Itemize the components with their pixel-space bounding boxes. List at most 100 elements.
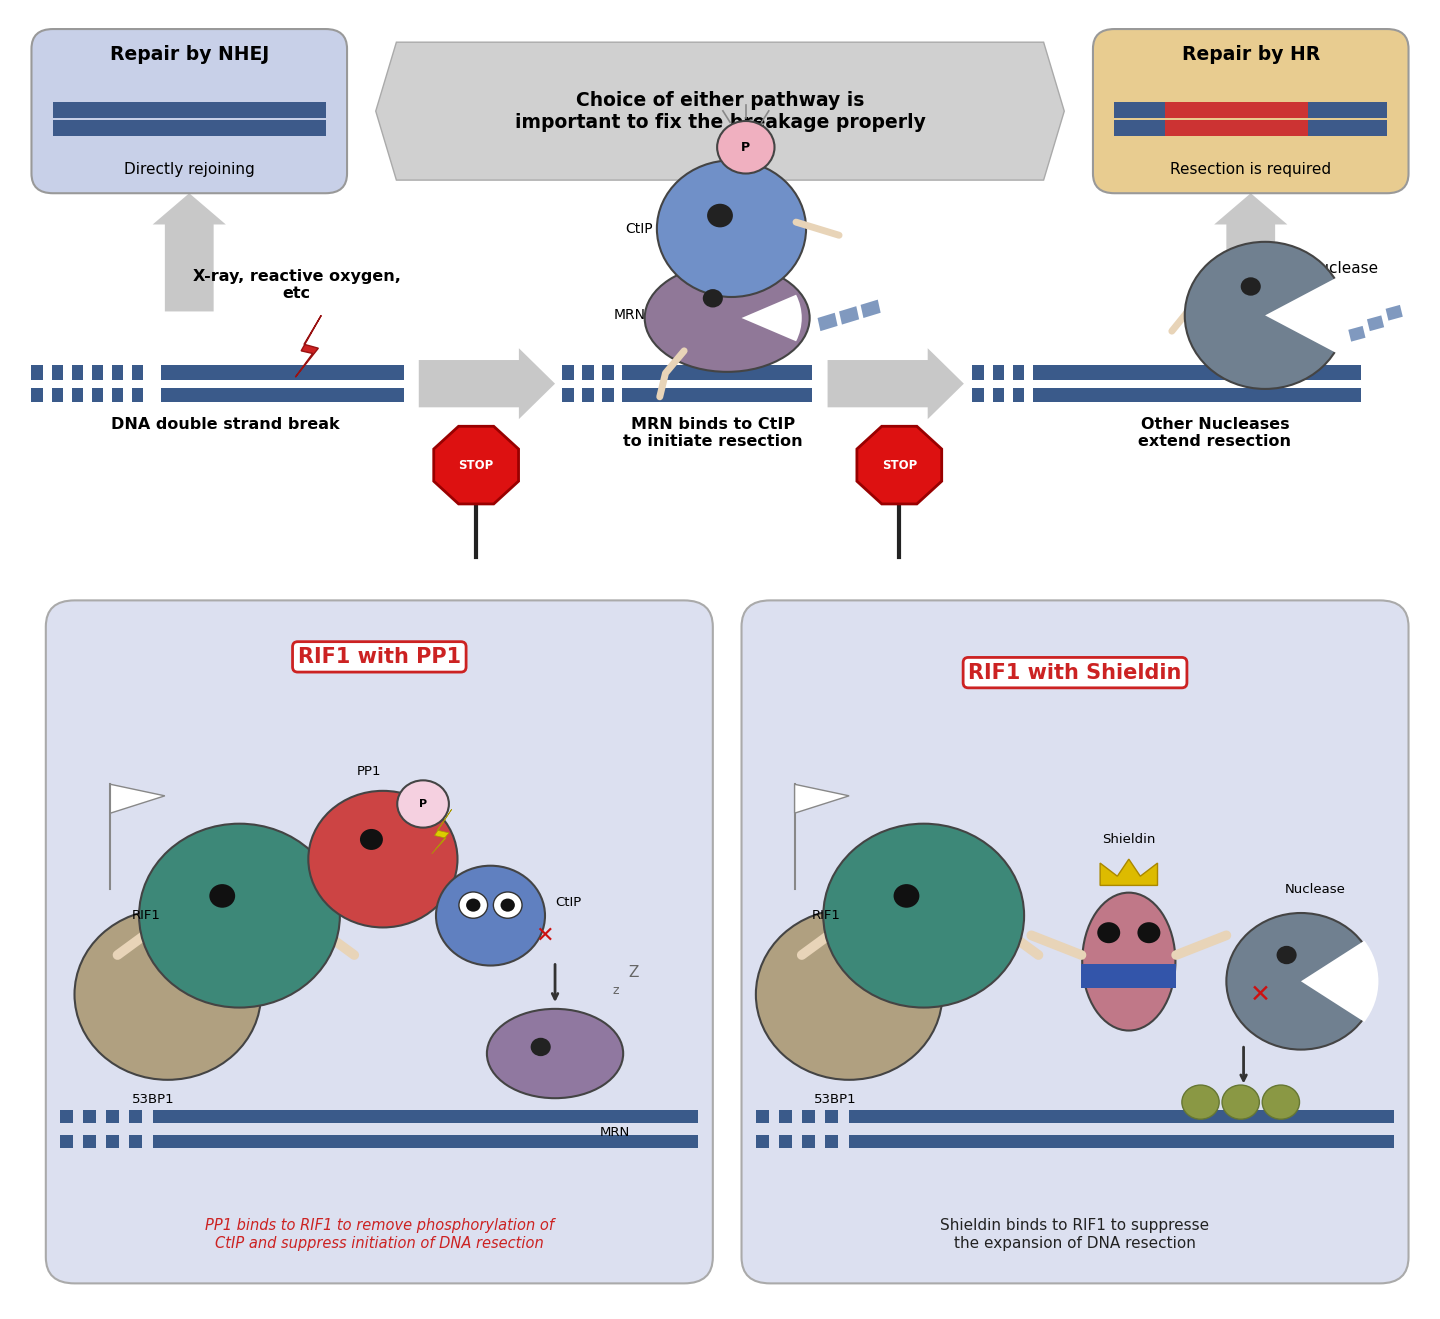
Bar <box>802 1134 815 1148</box>
Bar <box>582 388 593 402</box>
Text: P: P <box>742 141 750 154</box>
Bar <box>130 1134 143 1148</box>
Circle shape <box>1097 922 1120 943</box>
Text: Nuclease: Nuclease <box>1284 882 1346 896</box>
Bar <box>1032 365 1044 380</box>
Ellipse shape <box>1083 893 1175 1030</box>
Text: ✕: ✕ <box>536 926 554 946</box>
Bar <box>60 1111 73 1124</box>
Bar <box>582 365 593 380</box>
Bar <box>622 365 634 380</box>
FancyBboxPatch shape <box>32 29 347 193</box>
Bar <box>756 1111 769 1124</box>
Circle shape <box>75 909 261 1080</box>
Bar <box>161 365 405 380</box>
Bar <box>92 388 104 402</box>
Bar <box>622 388 634 402</box>
Text: STOP: STOP <box>881 459 917 472</box>
Bar <box>1012 388 1024 402</box>
Text: P: P <box>419 799 428 809</box>
Polygon shape <box>419 348 554 419</box>
Circle shape <box>1223 1086 1260 1120</box>
Circle shape <box>717 121 775 174</box>
Polygon shape <box>1214 193 1287 311</box>
Polygon shape <box>861 299 881 318</box>
Circle shape <box>1277 946 1296 964</box>
Circle shape <box>467 898 481 911</box>
Bar <box>802 1111 815 1124</box>
Bar <box>72 388 84 402</box>
Bar <box>107 1134 120 1148</box>
Bar <box>1165 102 1308 117</box>
Bar <box>625 388 812 402</box>
Bar <box>72 365 84 380</box>
Circle shape <box>140 823 340 1008</box>
Text: z: z <box>612 984 619 997</box>
Polygon shape <box>1348 326 1365 342</box>
Bar <box>779 1111 792 1124</box>
Circle shape <box>459 892 488 918</box>
Bar <box>32 388 43 402</box>
Polygon shape <box>1100 859 1158 885</box>
Bar <box>53 120 325 136</box>
Text: Resection is required: Resection is required <box>1171 162 1332 178</box>
Circle shape <box>436 865 544 966</box>
FancyBboxPatch shape <box>742 600 1408 1283</box>
Circle shape <box>657 161 806 297</box>
Bar <box>53 102 325 117</box>
Bar <box>154 1134 698 1148</box>
Text: STOP: STOP <box>458 459 494 472</box>
Text: RIF1 with PP1: RIF1 with PP1 <box>298 646 461 667</box>
Circle shape <box>360 828 383 849</box>
Circle shape <box>501 898 516 911</box>
Circle shape <box>397 781 449 827</box>
Circle shape <box>894 884 919 907</box>
Bar <box>154 1111 698 1124</box>
Bar <box>562 388 573 402</box>
Polygon shape <box>153 193 226 311</box>
Polygon shape <box>1385 305 1403 321</box>
Bar <box>825 1134 838 1148</box>
Bar <box>130 1111 143 1124</box>
Polygon shape <box>111 785 164 814</box>
Circle shape <box>1182 1086 1220 1120</box>
Bar <box>60 1134 73 1148</box>
Bar <box>850 1111 1394 1124</box>
Bar <box>1081 964 1176 988</box>
Bar <box>972 365 984 380</box>
Text: MRN: MRN <box>613 309 645 322</box>
Circle shape <box>494 892 523 918</box>
Bar <box>562 365 573 380</box>
Bar <box>1038 388 1361 402</box>
Bar <box>602 365 613 380</box>
Text: RIF1: RIF1 <box>131 909 161 922</box>
Text: PP1: PP1 <box>356 765 380 778</box>
Bar <box>825 1111 838 1124</box>
Polygon shape <box>795 785 850 814</box>
Circle shape <box>1185 241 1345 389</box>
Bar <box>32 365 43 380</box>
Text: Repair by NHEJ: Repair by NHEJ <box>109 45 269 63</box>
Bar <box>779 1134 792 1148</box>
Text: MRN binds to CtIP
to initiate resection: MRN binds to CtIP to initiate resection <box>624 417 802 448</box>
Wedge shape <box>742 294 802 342</box>
Bar <box>756 1134 769 1148</box>
Text: CtIP: CtIP <box>554 896 582 909</box>
Ellipse shape <box>645 264 809 372</box>
Polygon shape <box>840 306 860 324</box>
Bar <box>602 388 613 402</box>
Circle shape <box>707 203 733 227</box>
Circle shape <box>531 1038 550 1057</box>
Bar <box>992 388 1004 402</box>
Circle shape <box>308 791 458 927</box>
Bar <box>132 388 144 402</box>
Bar <box>1115 102 1387 117</box>
Polygon shape <box>376 42 1064 181</box>
Polygon shape <box>432 810 452 853</box>
Circle shape <box>756 909 942 1080</box>
Text: Shieldin binds to RIF1 to suppresse
the expansion of DNA resection: Shieldin binds to RIF1 to suppresse the … <box>940 1219 1210 1250</box>
Circle shape <box>1138 922 1161 943</box>
Bar <box>1115 120 1387 136</box>
Text: CtIP: CtIP <box>625 222 652 236</box>
Text: DNA double strand break: DNA double strand break <box>111 417 340 431</box>
